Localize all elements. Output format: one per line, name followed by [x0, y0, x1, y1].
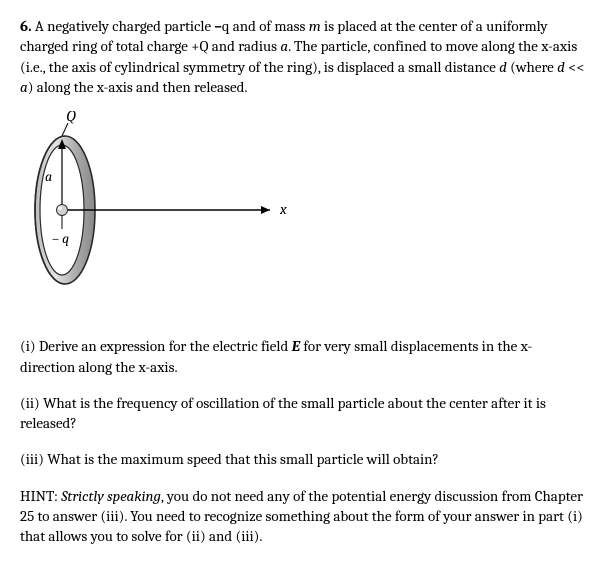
- part-i-label: (i): [20, 337, 36, 355]
- var-d2: d: [557, 58, 565, 76]
- intro-seg-4: (where: [507, 58, 557, 76]
- problem-statement: 6. A negatively charged particle –q and …: [20, 16, 585, 97]
- var-a: a: [280, 37, 288, 55]
- part-i-before: Derive an expression for the electric fi…: [36, 337, 292, 355]
- part-i-E: E: [292, 337, 301, 355]
- part-ii-text: What is the frequency of oscillation of …: [20, 394, 546, 432]
- ring-charge-label: Q: [66, 111, 76, 125]
- part-ii-label: (ii): [20, 394, 40, 412]
- hint: HINT: Strictly speaking, you do not need…: [20, 486, 585, 547]
- intro-seg-5: <<: [565, 58, 585, 76]
- radius-label: a: [45, 168, 52, 185]
- particle-charge-label: – q: [52, 230, 69, 247]
- problem-number: 6.: [20, 17, 32, 35]
- intro-seg-6: ) along the x-axis and then released.: [28, 78, 248, 96]
- ring-figure: x a Q – q: [28, 111, 585, 296]
- part-i: (i) Derive an expression for the electri…: [20, 336, 585, 377]
- part-iii-label: (iii): [20, 450, 44, 468]
- intro-seg-1: q and of mass: [222, 17, 309, 35]
- hint-strictly: Strictly speaking: [58, 487, 161, 505]
- neg-sign: –: [214, 17, 222, 35]
- part-ii: (ii) What is the frequency of oscillatio…: [20, 393, 585, 434]
- var-m: m: [309, 17, 321, 35]
- axis-label: x: [279, 200, 287, 218]
- hint-label: HINT:: [20, 487, 58, 505]
- var-d: d: [499, 58, 507, 76]
- intro-seg-0: A negatively charged particle: [32, 17, 215, 35]
- part-iii: (iii) What is the maximum speed that thi…: [20, 449, 585, 469]
- var-a2: a: [20, 78, 28, 96]
- part-iii-text: What is the maximum speed that this smal…: [44, 450, 439, 468]
